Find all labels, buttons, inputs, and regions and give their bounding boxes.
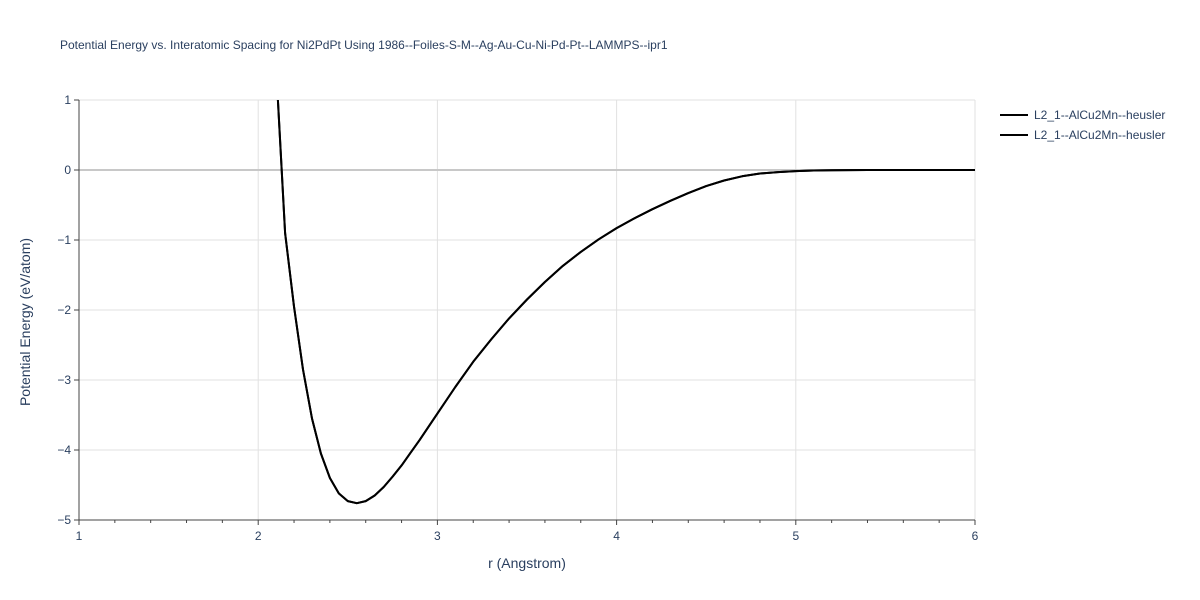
y-tick-label: −4 xyxy=(57,443,71,457)
axis-layer xyxy=(74,99,976,525)
legend-item-1[interactable]: L2_1--AlCu2Mn--heusler xyxy=(1000,108,1165,122)
y-tick-label: 0 xyxy=(64,163,71,177)
x-tick-label: 6 xyxy=(972,529,979,543)
series-layer xyxy=(276,100,975,505)
x-axis-title: r (Angstrom) xyxy=(488,555,566,571)
x-tick-label: 3 xyxy=(434,529,441,543)
series-line-1 xyxy=(276,100,975,505)
x-tick-label: 5 xyxy=(792,529,799,543)
x-tick-label: 2 xyxy=(255,529,262,543)
y-tick-label: −5 xyxy=(57,513,71,527)
y-tick-label: 1 xyxy=(64,93,71,107)
legend-label: L2_1--AlCu2Mn--heusler xyxy=(1034,128,1165,142)
x-tick-label: 4 xyxy=(613,529,620,543)
y-axis-title: Potential Energy (eV/atom) xyxy=(17,238,33,406)
y-tick-label: −2 xyxy=(57,303,71,317)
legend-item-2[interactable]: L2_1--AlCu2Mn--heusler xyxy=(1000,128,1165,142)
grid-layer xyxy=(79,99,976,520)
y-tick-label: −1 xyxy=(57,233,71,247)
legend[interactable]: L2_1--AlCu2Mn--heusler L2_1--AlCu2Mn--heu… xyxy=(1000,108,1165,142)
x-tick-label: 1 xyxy=(76,529,83,543)
tick-label-layer: 1 2 3 4 5 6 1 0 −1 −2 −3 −4 −5 xyxy=(57,93,978,543)
chart-title: Potential Energy vs. Interatomic Spacing… xyxy=(60,38,668,52)
legend-label: L2_1--AlCu2Mn--heusler xyxy=(1034,108,1165,122)
y-tick-label: −3 xyxy=(57,373,71,387)
series-line-2 xyxy=(276,100,975,505)
